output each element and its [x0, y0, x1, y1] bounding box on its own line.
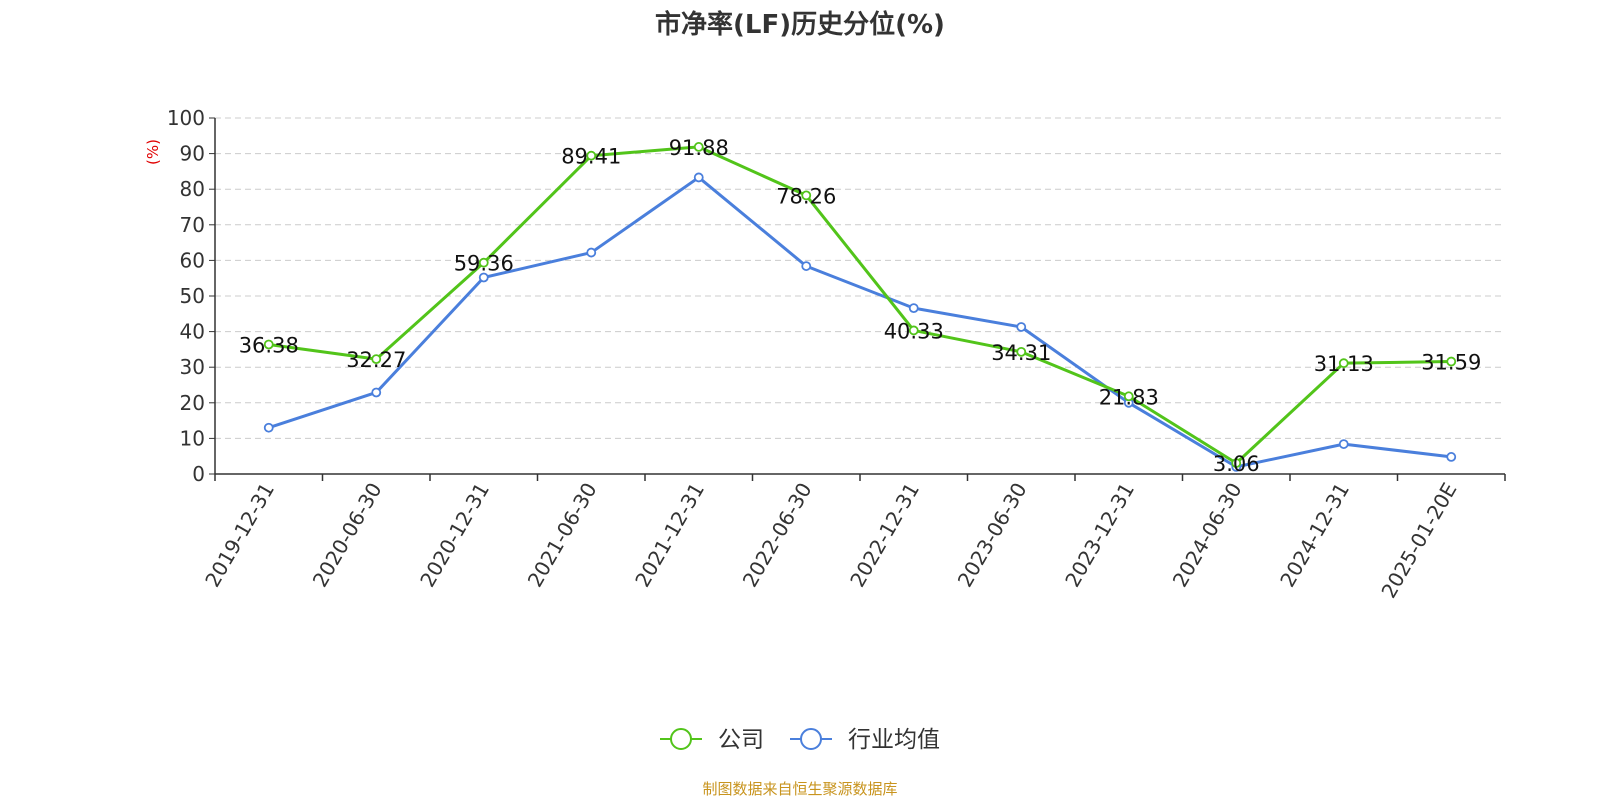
- y-tick-label: 70: [180, 213, 205, 237]
- x-tick-label: 2024-12-31: [1275, 479, 1354, 592]
- legend-label: 公司: [718, 727, 764, 753]
- data-point: [478, 272, 489, 283]
- data-label: 78.26: [776, 184, 836, 208]
- x-tick-label: 2023-12-31: [1060, 479, 1139, 592]
- x-tick-label: 2020-12-31: [415, 479, 494, 592]
- y-tick-label: 0: [192, 462, 205, 486]
- data-point: [1446, 452, 1457, 462]
- series-line: [268, 175, 1452, 469]
- data-point: [801, 190, 812, 201]
- legend-marker: [670, 728, 692, 750]
- data-point: [1338, 358, 1349, 369]
- chart-title: 市净率(LF)历史分位(%): [655, 10, 945, 40]
- y-tick-label: 10: [180, 426, 205, 450]
- series-line: [268, 145, 1452, 465]
- data-point: [693, 172, 704, 183]
- y-tick-label: 30: [180, 355, 205, 379]
- y-tick-label: 100: [167, 106, 205, 130]
- y-tick-label: 40: [180, 320, 205, 344]
- data-source-note: 制图数据来自恒生聚源数据库: [702, 780, 898, 798]
- data-point: [263, 422, 274, 433]
- data-point: [908, 325, 919, 336]
- x-tick-label: 2023-06-30: [953, 479, 1032, 592]
- data-point: [478, 257, 489, 268]
- data-label: 31.13: [1314, 352, 1374, 376]
- data-point: [1123, 391, 1134, 402]
- x-tick-label: 2025-01-20E: [1376, 479, 1461, 603]
- data-point: [1338, 439, 1349, 449]
- data-point: [801, 261, 812, 271]
- y-tick-label: 90: [180, 142, 205, 166]
- data-label: 91.88: [669, 136, 729, 160]
- legend-label: 行业均值: [848, 727, 940, 753]
- y-tick-label: 20: [180, 391, 205, 415]
- data-point: [586, 247, 597, 258]
- x-tick-label: 2022-12-31: [845, 479, 924, 592]
- data-label: 36.38: [239, 333, 299, 357]
- data-label: 59.36: [454, 252, 514, 276]
- data-point: [1016, 346, 1027, 357]
- data-point: [1016, 322, 1027, 332]
- x-tick-label: 2022-06-30: [738, 479, 817, 592]
- data-label: 89.41: [561, 145, 621, 169]
- y-tick-label: 80: [180, 177, 205, 201]
- data-label: 34.31: [991, 341, 1051, 365]
- x-tick-label: 2019-12-31: [200, 479, 279, 592]
- data-point: [1446, 356, 1457, 367]
- legend-marker: [800, 728, 822, 750]
- x-tick-label: 2021-06-30: [523, 479, 602, 592]
- data-point: [371, 354, 382, 365]
- data-point: [1231, 458, 1242, 469]
- data-point: [908, 303, 919, 314]
- data-point: [586, 150, 597, 161]
- x-tick-label: 2024-06-30: [1168, 479, 1247, 592]
- data-point: [263, 339, 274, 350]
- data-label: 31.59: [1421, 351, 1481, 375]
- data-label: 40.33: [884, 319, 944, 343]
- data-label: 32.27: [346, 348, 406, 372]
- data-label: 3.06: [1213, 452, 1260, 476]
- data-point: [371, 387, 382, 398]
- y-tick-label: 60: [180, 248, 205, 272]
- data-label: 21.83: [1099, 385, 1159, 409]
- y-axis-label: (%): [144, 139, 162, 165]
- data-point: [693, 142, 704, 152]
- y-tick-label: 50: [180, 284, 205, 308]
- x-tick-label: 2020-06-30: [308, 479, 387, 592]
- x-tick-label: 2021-12-31: [630, 479, 709, 592]
